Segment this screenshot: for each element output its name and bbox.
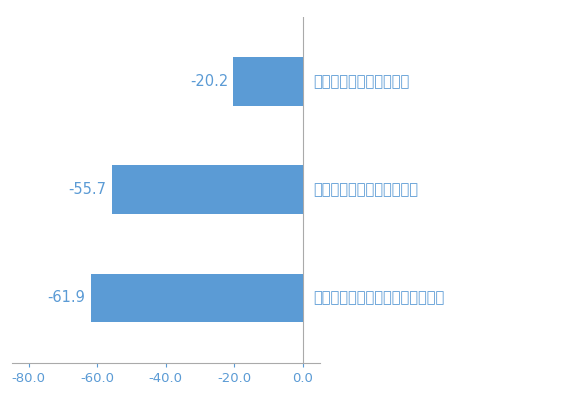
Text: 交流が活発的な方である: 交流が活発的な方である (314, 74, 410, 89)
Text: -61.9: -61.9 (48, 290, 85, 305)
Text: -55.7: -55.7 (69, 182, 107, 197)
Bar (233, 57, 302, 106)
Bar (112, 166, 302, 214)
Text: -20.2: -20.2 (190, 74, 228, 89)
Bar (90, 274, 302, 322)
Text: どちらともいえない・分からない: どちらともいえない・分からない (314, 290, 445, 305)
Text: 交流が活発的な方ではない: 交流が活発的な方ではない (314, 182, 419, 197)
